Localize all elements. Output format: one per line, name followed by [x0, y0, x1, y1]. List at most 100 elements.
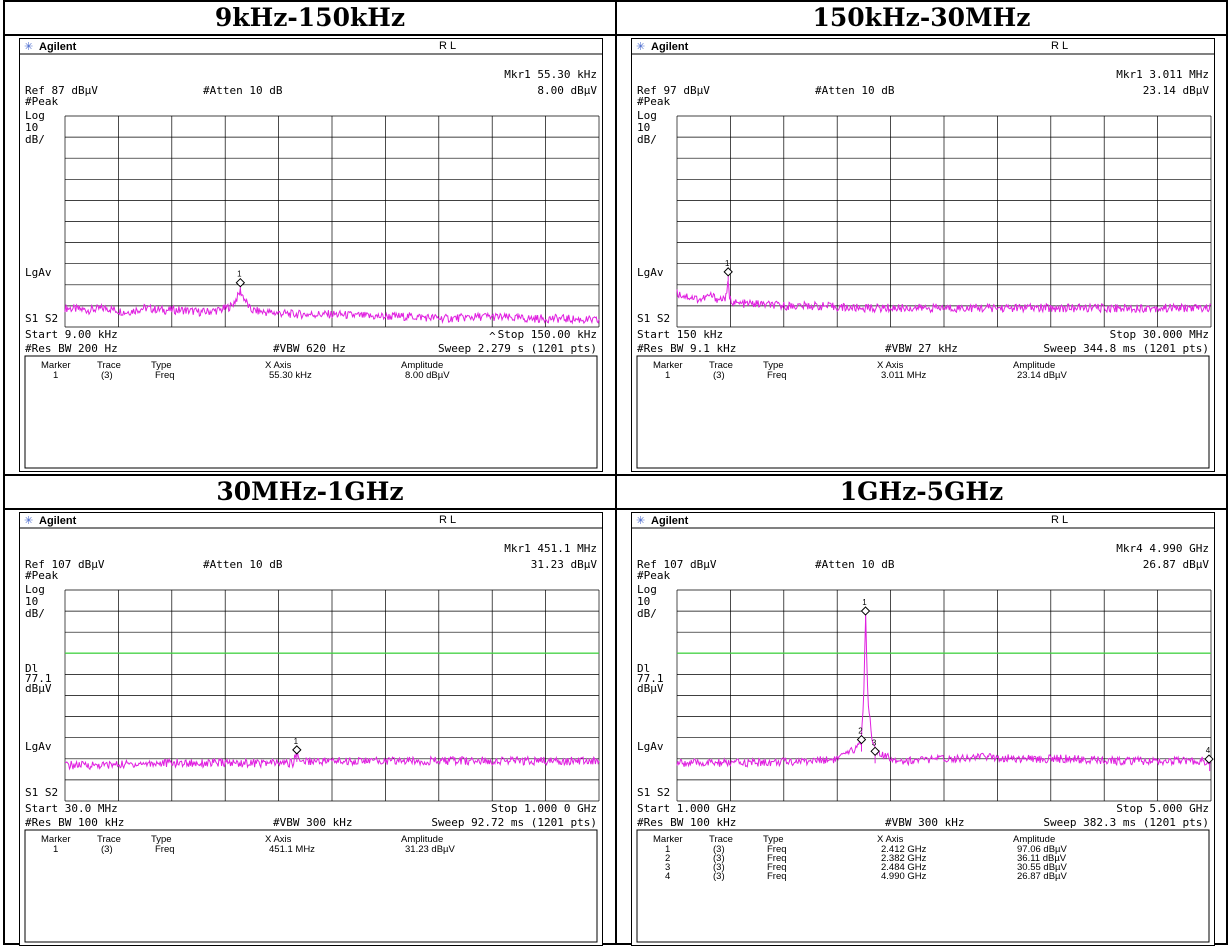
marker-table-cell: (3) [101, 844, 113, 855]
sweep-time-label: Sweep 382.3 ms (1201 pts) [1043, 816, 1209, 829]
marker-diamond-2 [856, 734, 867, 745]
marker-table-cell: 4.990 GHz [881, 871, 927, 882]
detector-label: #Peak [25, 569, 58, 582]
marker-table-cell: Freq [767, 871, 787, 882]
ref-level-label: Ref 87 dBµV [25, 84, 98, 97]
agilent-logo-icon: ✳ [24, 515, 33, 527]
marker-table-header-4: Amplitude [401, 834, 443, 845]
marker-table-cell: (3) [713, 370, 725, 381]
marker-readout: Mkr1 55.30 kHz [504, 68, 597, 81]
detector-label: #Peak [637, 569, 670, 582]
detector-label: #Peak [637, 95, 670, 108]
marker-table-cell: Freq [767, 370, 787, 381]
marker-table-header-1: Trace [97, 834, 121, 845]
scale-label-1: 10 [637, 121, 650, 134]
marker-table [24, 829, 598, 943]
ref-level-label: Ref 107 dBµV [637, 558, 717, 571]
scale-label-0: Log [25, 109, 45, 122]
spectrum-plot: ✳ Agilent R L Mkr4 4.990 GHz Ref 107 dBµV #At… [631, 512, 1215, 946]
marker-table-cell: 1 [665, 370, 670, 381]
resolution-bandwidth-label: #Res BW 100 kHz [637, 816, 736, 829]
display-line-label-0: Dl [637, 662, 650, 675]
scale-label-0: Log [637, 109, 657, 122]
spectrum-trace [676, 280, 1212, 314]
marker-readout: Mkr4 4.990 GHz [1116, 542, 1209, 555]
marker-table-cell: 3 [665, 862, 670, 873]
video-bandwidth-label: #VBW 300 kHz [273, 816, 352, 829]
grid-divider-vertical [615, 2, 617, 943]
video-bandwidth-label: #VBW 620 Hz [273, 342, 346, 355]
marker-table-cell: 2.484 GHz [881, 862, 927, 873]
marker-amplitude-readout: 26.87 dBµV [1143, 558, 1210, 571]
marker-table-header-3: X Axis [265, 834, 292, 845]
brand-label: Agilent [651, 515, 689, 527]
spectrum-plot: ✳ Agilent R L Mkr1 55.30 kHz Ref 87 dBµV #Att… [19, 38, 603, 472]
scale-label-0: Log [637, 583, 657, 596]
panel-title-3: 30MHz-1GHz [5, 476, 615, 510]
resolution-bandwidth-label: #Res BW 200 Hz [25, 342, 118, 355]
marker-label-2: 2 [858, 727, 863, 736]
display-line-label-1: 77.1 [25, 672, 52, 685]
display-line-label-2: dBµV [637, 682, 664, 695]
agilent-logo-icon: ✳ [636, 515, 645, 527]
marker-table-cell: 1 [665, 844, 670, 855]
marker-table [636, 355, 1210, 469]
marker-label-4: 4 [1206, 746, 1211, 755]
marker-table-cell: Freq [767, 844, 787, 855]
scale-label-0: Log [25, 583, 45, 596]
marker-table-cell: Freq [767, 862, 787, 873]
scale-label-1: 10 [25, 595, 38, 608]
brand-label: Agilent [39, 41, 77, 53]
marker-table-cell: 4 [665, 871, 670, 882]
marker-table-cell: (3) [713, 853, 725, 864]
marker-table-cell: 26.87 dBµV [1017, 871, 1068, 882]
spectrum-trace [676, 614, 1212, 768]
marker-table-cell: 55.30 kHz [269, 370, 312, 381]
marker-table-header-2: Type [763, 360, 784, 371]
spectrum-panel-3: ✳ Agilent R L Mkr1 451.1 MHz Ref 107 dBµV #At… [19, 512, 603, 946]
panel-title-4: 1GHz-5GHz [617, 476, 1226, 510]
marker-table-cell: 31.23 dBµV [405, 844, 456, 855]
scale-label-2: dB/ [637, 133, 657, 146]
marker-amplitude-readout: 8.00 dBµV [537, 84, 597, 97]
average-label: LgAv [25, 266, 52, 279]
marker-table-cell: 3.011 MHz [881, 370, 926, 381]
marker-table [24, 355, 598, 469]
mode-label: R L [439, 40, 456, 52]
sweep-mode-label: S1 S2 [637, 312, 670, 325]
marker-table-cell: 97.06 dBµV [1017, 844, 1068, 855]
graticule [64, 589, 600, 802]
marker-table-header-1: Trace [97, 360, 121, 371]
video-bandwidth-label: #VBW 27 kHz [885, 342, 958, 355]
spectrum-panel-4: ✳ Agilent R L Mkr4 4.990 GHz Ref 107 dBµV #At… [631, 512, 1215, 946]
marker-table-cell: (3) [101, 370, 113, 381]
marker-diamond-1 [292, 745, 302, 755]
marker-table-cell: 36.11 dBµV [1017, 853, 1067, 864]
mode-label: R L [439, 514, 456, 526]
marker-table-header-1: Trace [709, 360, 733, 371]
scale-label-2: dB/ [25, 607, 45, 620]
agilent-logo-icon: ✳ [636, 41, 645, 53]
agilent-logo-icon: ✳ [24, 41, 33, 53]
marker-table-cell: Freq [155, 370, 175, 381]
sweep-mode-label: S1 S2 [637, 786, 670, 799]
scale-label-1: 10 [637, 595, 650, 608]
sweep-time-label: Sweep 344.8 ms (1201 pts) [1043, 342, 1209, 355]
resolution-bandwidth-label: #Res BW 9.1 kHz [637, 342, 736, 355]
panel-title-1: 9kHz-150kHz [5, 2, 615, 36]
graticule [64, 115, 600, 328]
ref-level-label: Ref 107 dBµV [25, 558, 105, 571]
start-frequency-label: Start 1.000 GHz [637, 802, 736, 815]
marker-table-cell: Freq [767, 853, 787, 864]
marker-table-cell: 2.382 GHz [881, 853, 927, 864]
marker-table-header-0: Marker [653, 360, 683, 371]
marker-diamond-1 [235, 277, 246, 288]
marker-label-3: 3 [872, 738, 877, 747]
marker-table-cell: (3) [713, 871, 725, 882]
figure-grid: 9kHz-150kHz 150kHz-30MHz 30MHz-1GHz 1GHz… [3, 0, 1228, 946]
average-label: LgAv [637, 740, 664, 753]
marker-table-cell: 1 [53, 370, 58, 381]
ref-level-label: Ref 97 dBµV [637, 84, 710, 97]
marker-table-header-3: X Axis [877, 834, 904, 845]
marker-table-cell: 23.14 dBµV [1017, 370, 1068, 381]
